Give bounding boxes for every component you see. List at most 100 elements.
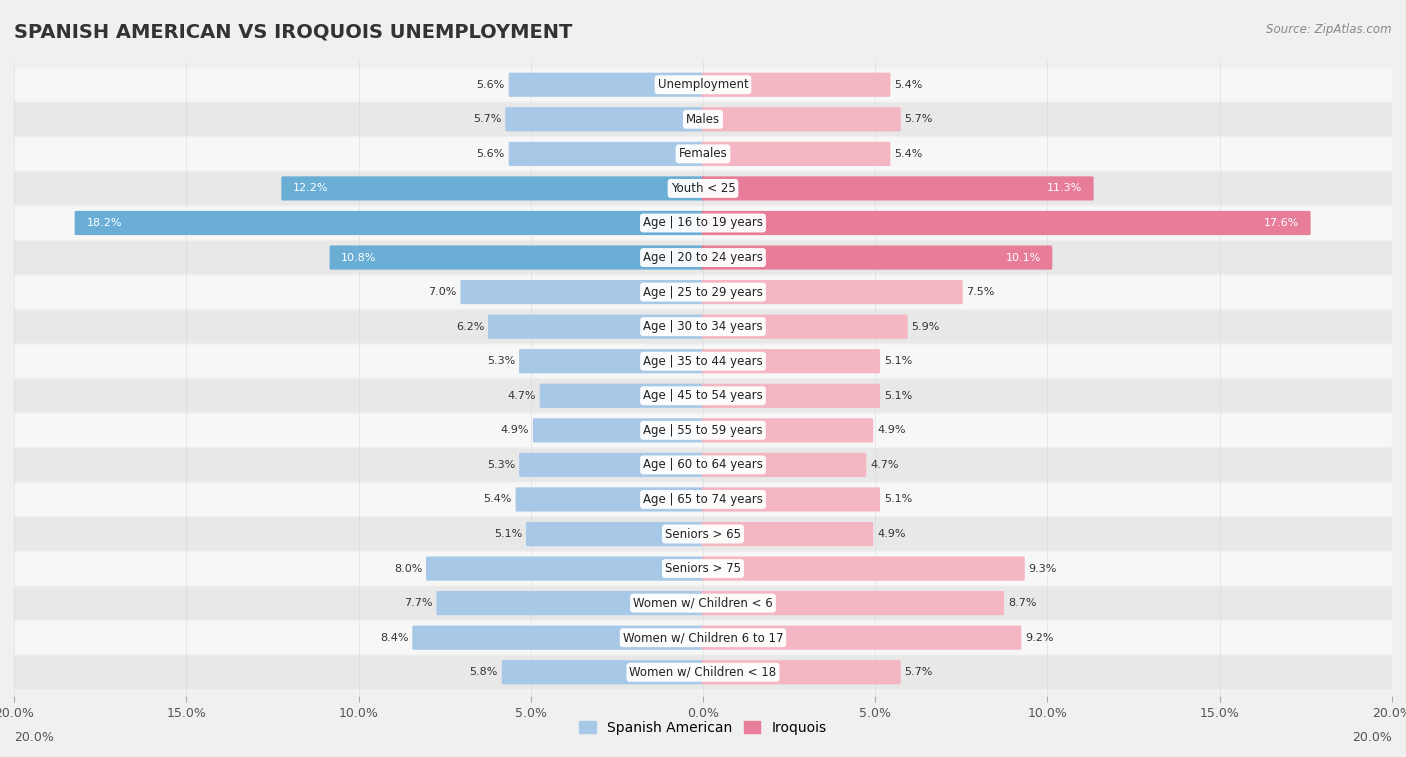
FancyBboxPatch shape	[702, 245, 1052, 269]
FancyBboxPatch shape	[14, 103, 1392, 136]
FancyBboxPatch shape	[702, 73, 890, 97]
Text: 10.8%: 10.8%	[342, 253, 377, 263]
Text: Males: Males	[686, 113, 720, 126]
FancyBboxPatch shape	[281, 176, 704, 201]
FancyBboxPatch shape	[14, 137, 1392, 170]
FancyBboxPatch shape	[14, 68, 1392, 101]
FancyBboxPatch shape	[75, 211, 704, 235]
Text: 5.1%: 5.1%	[884, 357, 912, 366]
FancyBboxPatch shape	[702, 280, 963, 304]
FancyBboxPatch shape	[702, 107, 901, 132]
FancyBboxPatch shape	[488, 315, 704, 338]
FancyBboxPatch shape	[519, 453, 704, 477]
Text: 7.7%: 7.7%	[404, 598, 433, 608]
Text: 7.5%: 7.5%	[966, 287, 995, 297]
FancyBboxPatch shape	[702, 315, 908, 338]
FancyBboxPatch shape	[329, 245, 704, 269]
Text: 4.7%: 4.7%	[508, 391, 536, 400]
Text: 20.0%: 20.0%	[14, 731, 53, 744]
Text: 5.7%: 5.7%	[904, 667, 934, 678]
Text: 4.9%: 4.9%	[877, 425, 905, 435]
FancyBboxPatch shape	[14, 241, 1392, 274]
FancyBboxPatch shape	[14, 587, 1392, 620]
Text: 8.4%: 8.4%	[380, 633, 409, 643]
Text: 5.7%: 5.7%	[472, 114, 502, 124]
FancyBboxPatch shape	[14, 656, 1392, 689]
Text: 5.7%: 5.7%	[904, 114, 934, 124]
Text: Females: Females	[679, 148, 727, 160]
FancyBboxPatch shape	[436, 591, 704, 615]
Text: 18.2%: 18.2%	[86, 218, 122, 228]
Text: 4.9%: 4.9%	[501, 425, 529, 435]
Text: Seniors > 65: Seniors > 65	[665, 528, 741, 540]
Text: Age | 16 to 19 years: Age | 16 to 19 years	[643, 217, 763, 229]
Text: 11.3%: 11.3%	[1046, 183, 1083, 194]
Text: Women w/ Children 6 to 17: Women w/ Children 6 to 17	[623, 631, 783, 644]
FancyBboxPatch shape	[14, 552, 1392, 585]
FancyBboxPatch shape	[509, 142, 704, 166]
FancyBboxPatch shape	[702, 211, 1310, 235]
FancyBboxPatch shape	[14, 344, 1392, 378]
Text: 5.9%: 5.9%	[911, 322, 939, 332]
FancyBboxPatch shape	[14, 448, 1392, 481]
FancyBboxPatch shape	[505, 107, 704, 132]
Text: 5.4%: 5.4%	[894, 149, 922, 159]
Text: Seniors > 75: Seniors > 75	[665, 562, 741, 575]
Text: Women w/ Children < 6: Women w/ Children < 6	[633, 597, 773, 609]
Text: Youth < 25: Youth < 25	[671, 182, 735, 195]
FancyBboxPatch shape	[509, 73, 704, 97]
Text: 5.4%: 5.4%	[894, 79, 922, 90]
Text: 10.1%: 10.1%	[1005, 253, 1040, 263]
Text: 5.6%: 5.6%	[477, 79, 505, 90]
Text: Women w/ Children < 18: Women w/ Children < 18	[630, 665, 776, 679]
Text: Age | 30 to 34 years: Age | 30 to 34 years	[643, 320, 763, 333]
FancyBboxPatch shape	[14, 483, 1392, 516]
Text: 7.0%: 7.0%	[429, 287, 457, 297]
FancyBboxPatch shape	[412, 625, 704, 650]
FancyBboxPatch shape	[540, 384, 704, 408]
Text: 5.1%: 5.1%	[884, 391, 912, 400]
Text: 5.1%: 5.1%	[494, 529, 522, 539]
FancyBboxPatch shape	[702, 625, 1021, 650]
FancyBboxPatch shape	[702, 660, 901, 684]
Text: 9.2%: 9.2%	[1025, 633, 1053, 643]
Text: Unemployment: Unemployment	[658, 78, 748, 92]
Legend: Spanish American, Iroquois: Spanish American, Iroquois	[574, 715, 832, 740]
FancyBboxPatch shape	[14, 276, 1392, 309]
FancyBboxPatch shape	[14, 310, 1392, 343]
Text: 17.6%: 17.6%	[1264, 218, 1299, 228]
FancyBboxPatch shape	[14, 518, 1392, 550]
Text: Age | 55 to 59 years: Age | 55 to 59 years	[643, 424, 763, 437]
FancyBboxPatch shape	[519, 349, 704, 373]
FancyBboxPatch shape	[14, 379, 1392, 413]
Text: 12.2%: 12.2%	[292, 183, 329, 194]
FancyBboxPatch shape	[14, 621, 1392, 654]
Text: 20.0%: 20.0%	[1353, 731, 1392, 744]
Text: 5.1%: 5.1%	[884, 494, 912, 504]
Text: Age | 35 to 44 years: Age | 35 to 44 years	[643, 355, 763, 368]
Text: Age | 60 to 64 years: Age | 60 to 64 years	[643, 459, 763, 472]
Text: 4.7%: 4.7%	[870, 460, 898, 470]
FancyBboxPatch shape	[702, 418, 873, 442]
Text: SPANISH AMERICAN VS IROQUOIS UNEMPLOYMENT: SPANISH AMERICAN VS IROQUOIS UNEMPLOYMEN…	[14, 23, 572, 42]
FancyBboxPatch shape	[533, 418, 704, 442]
FancyBboxPatch shape	[702, 142, 890, 166]
Text: 9.3%: 9.3%	[1029, 563, 1057, 574]
Text: 5.4%: 5.4%	[484, 494, 512, 504]
FancyBboxPatch shape	[14, 172, 1392, 205]
FancyBboxPatch shape	[702, 176, 1094, 201]
FancyBboxPatch shape	[702, 349, 880, 373]
Text: 8.7%: 8.7%	[1008, 598, 1036, 608]
Text: Source: ZipAtlas.com: Source: ZipAtlas.com	[1267, 23, 1392, 36]
FancyBboxPatch shape	[14, 414, 1392, 447]
Text: Age | 65 to 74 years: Age | 65 to 74 years	[643, 493, 763, 506]
Text: 6.2%: 6.2%	[456, 322, 484, 332]
Text: 5.3%: 5.3%	[486, 357, 515, 366]
Text: 4.9%: 4.9%	[877, 529, 905, 539]
FancyBboxPatch shape	[461, 280, 704, 304]
Text: 5.3%: 5.3%	[486, 460, 515, 470]
FancyBboxPatch shape	[702, 591, 1004, 615]
FancyBboxPatch shape	[516, 488, 704, 512]
FancyBboxPatch shape	[702, 453, 866, 477]
FancyBboxPatch shape	[526, 522, 704, 546]
